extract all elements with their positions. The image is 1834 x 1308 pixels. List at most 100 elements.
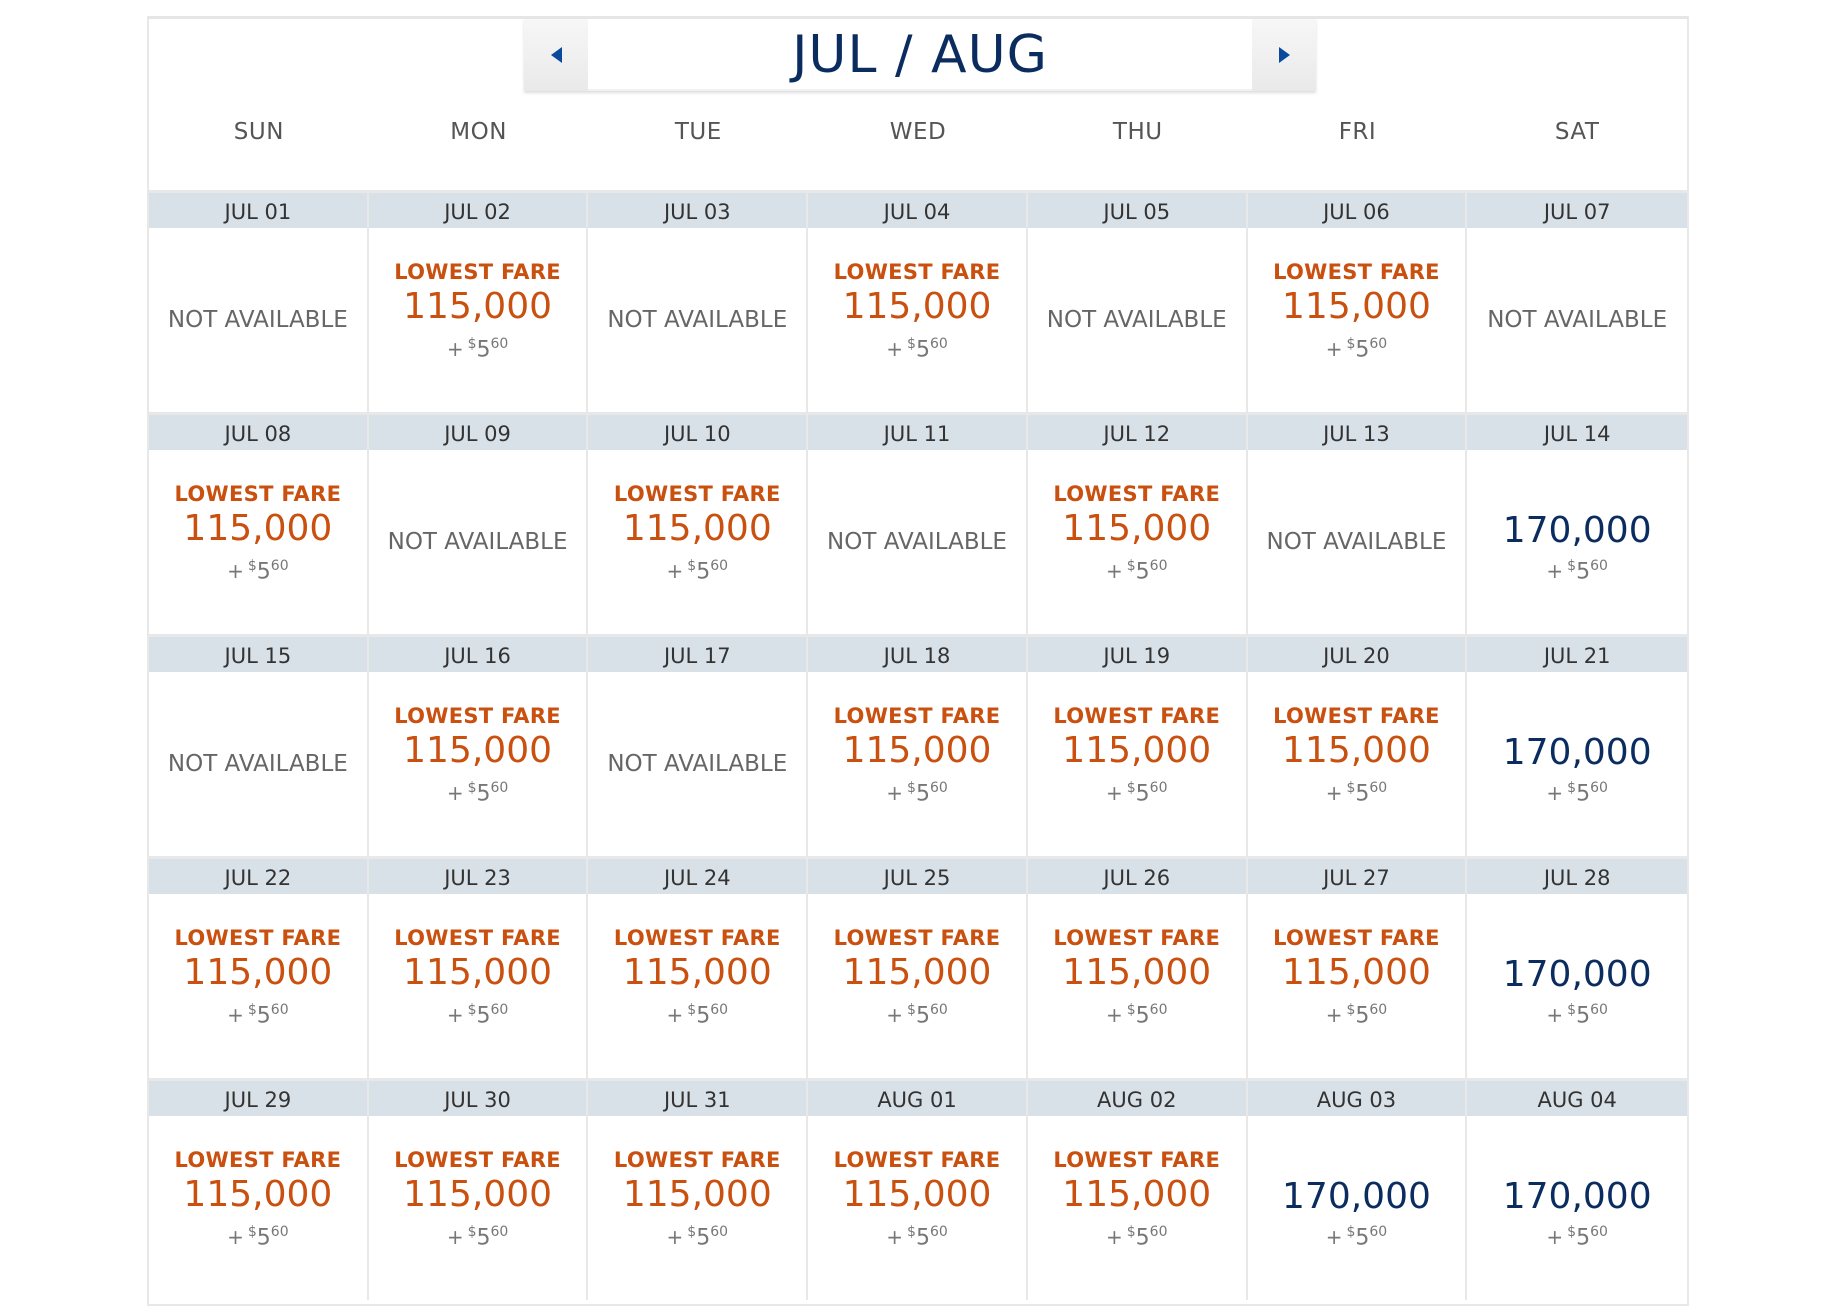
currency-symbol: $ [1567, 780, 1577, 796]
tax-whole: 5 [915, 781, 930, 807]
day-fare: NOT AVAILABLE [808, 450, 1026, 634]
day-cell[interactable]: JUL 03 NOT AVAILABLE [588, 190, 809, 412]
day-cell[interactable]: JUL 09 NOT AVAILABLE [368, 412, 589, 634]
next-month-button[interactable] [1252, 19, 1316, 91]
day-cell[interactable]: JUL 12 LOWEST FARE 115,000 + $560 [1027, 412, 1248, 634]
day-cell[interactable]: JUL 06 LOWEST FARE 115,000 + $560 [1247, 190, 1468, 412]
day-fare: LOWEST FARE 115,000 + $560 [149, 450, 367, 634]
plus-sign: + [666, 1003, 684, 1028]
day-cell[interactable]: JUL 20 LOWEST FARE 115,000 + $560 [1247, 634, 1468, 856]
day-cell[interactable]: JUL 27 LOWEST FARE 115,000 + $560 [1247, 856, 1468, 1078]
plus-sign: + [1546, 1225, 1564, 1250]
tax-whole: 5 [915, 337, 930, 363]
day-fare: 170,000 + $560 [1248, 1116, 1466, 1300]
fare-miles: 115,000 [622, 952, 772, 993]
currency-symbol: $ [687, 1002, 697, 1018]
day-cell[interactable]: JUL 29 LOWEST FARE 115,000 + $560 [149, 1078, 369, 1300]
day-cell[interactable]: JUL 21 170,000 + $560 [1467, 634, 1688, 856]
fare-tax: + $560 [808, 336, 1026, 362]
caret-left-icon [550, 47, 562, 63]
day-cell[interactable]: JUL 14 170,000 + $560 [1467, 412, 1688, 634]
fare-miles: 115,000 [403, 730, 553, 771]
tax-cents: 60 [710, 558, 729, 574]
day-fare: NOT AVAILABLE [1248, 450, 1466, 634]
day-cell[interactable]: JUL 01 NOT AVAILABLE [149, 190, 369, 412]
day-cell[interactable]: JUL 19 LOWEST FARE 115,000 + $560 [1027, 634, 1248, 856]
tax-cents: 60 [929, 336, 948, 352]
plus-sign: + [1105, 559, 1123, 584]
fare-miles: 170,000 [1502, 732, 1652, 773]
day-cell[interactable]: AUG 01 LOWEST FARE 115,000 + $560 [808, 1078, 1028, 1300]
day-fare: LOWEST FARE 115,000 + $560 [149, 894, 367, 1078]
tax-cents: 60 [270, 558, 289, 574]
fare-miles: 115,000 [1062, 1174, 1212, 1215]
fare-miles: 115,000 [183, 508, 333, 549]
plus-sign: + [1105, 1225, 1123, 1250]
tax-whole: 5 [1135, 1225, 1150, 1251]
day-fare: NOT AVAILABLE [1467, 228, 1687, 412]
fare-tax: + $560 [808, 1224, 1026, 1250]
fare-tax: + $560 [588, 1224, 806, 1250]
plus-sign: + [227, 1003, 244, 1028]
fare-tax: + $560 [1028, 558, 1246, 584]
day-cell[interactable]: JUL 22 LOWEST FARE 115,000 + $560 [149, 856, 369, 1078]
currency-symbol: $ [467, 780, 477, 796]
fare-miles: 115,000 [842, 730, 992, 771]
lowest-fare-label: LOWEST FARE [174, 482, 342, 506]
day-cell[interactable]: JUL 26 LOWEST FARE 115,000 + $560 [1027, 856, 1248, 1078]
fare-tax: + $560 [369, 780, 587, 806]
currency-symbol: $ [1567, 558, 1577, 574]
day-cell[interactable]: AUG 02 LOWEST FARE 115,000 + $560 [1027, 1078, 1248, 1300]
tax-whole: 5 [476, 337, 491, 363]
fare-miles: 170,000 [1502, 954, 1652, 995]
tax-whole: 5 [1135, 781, 1150, 807]
fare-tax: + $560 [1248, 1224, 1466, 1250]
tax-whole: 5 [1576, 1225, 1591, 1251]
fare-tax: + $560 [369, 1224, 587, 1250]
day-cell[interactable]: JUL 13 NOT AVAILABLE [1247, 412, 1468, 634]
day-cell[interactable]: AUG 04 170,000 + $560 [1467, 1078, 1688, 1300]
tax-cents: 60 [1149, 1002, 1168, 1018]
day-cell[interactable]: JUL 16 LOWEST FARE 115,000 + $560 [368, 634, 589, 856]
fare-miles: 115,000 [403, 952, 553, 993]
day-cell[interactable]: JUL 10 LOWEST FARE 115,000 + $560 [588, 412, 809, 634]
day-cell[interactable]: JUL 31 LOWEST FARE 115,000 + $560 [588, 1078, 809, 1300]
day-date: JUL 31 [588, 1078, 807, 1116]
tax-whole: 5 [476, 1003, 491, 1029]
day-cell[interactable]: JUL 23 LOWEST FARE 115,000 + $560 [368, 856, 589, 1078]
tax-cents: 60 [929, 1002, 948, 1018]
day-cell[interactable]: JUL 15 NOT AVAILABLE [149, 634, 369, 856]
month-title: JUL / AUG [588, 19, 1252, 89]
day-cell[interactable]: JUL 05 NOT AVAILABLE [1027, 190, 1248, 412]
day-cell[interactable]: JUL 11 NOT AVAILABLE [808, 412, 1028, 634]
fare-miles: 115,000 [842, 1174, 992, 1215]
day-cell[interactable]: JUL 25 LOWEST FARE 115,000 + $560 [808, 856, 1028, 1078]
day-cell[interactable]: JUL 04 LOWEST FARE 115,000 + $560 [808, 190, 1028, 412]
fare-tax: + $560 [369, 336, 587, 362]
currency-symbol: $ [907, 1224, 916, 1240]
tax-cents: 60 [710, 1002, 729, 1018]
currency-symbol: $ [907, 780, 916, 796]
currency-symbol: $ [1126, 1224, 1136, 1240]
day-date: JUL 12 [1027, 412, 1246, 450]
day-cell[interactable]: JUL 18 LOWEST FARE 115,000 + $560 [808, 634, 1028, 856]
day-cell[interactable]: JUL 17 NOT AVAILABLE [588, 634, 809, 856]
day-cell[interactable]: JUL 07 NOT AVAILABLE [1467, 190, 1688, 412]
lowest-fare-label: LOWEST FARE [174, 926, 342, 950]
currency-symbol: $ [467, 336, 477, 352]
previous-month-button[interactable] [524, 19, 588, 91]
plus-sign: + [227, 1225, 244, 1250]
day-cell[interactable]: JUL 28 170,000 + $560 [1467, 856, 1688, 1078]
plus-sign: + [446, 337, 464, 362]
day-cell[interactable]: JUL 30 LOWEST FARE 115,000 + $560 [368, 1078, 589, 1300]
fare-tax: + $560 [1028, 1224, 1246, 1250]
day-cell[interactable]: AUG 03 170,000 + $560 [1247, 1078, 1468, 1300]
plus-sign: + [1325, 337, 1343, 362]
day-date: JUL 18 [808, 634, 1026, 672]
tax-cents: 60 [1149, 780, 1168, 796]
tax-cents: 60 [1590, 780, 1608, 796]
day-cell[interactable]: JUL 24 LOWEST FARE 115,000 + $560 [588, 856, 809, 1078]
plus-sign: + [1105, 781, 1123, 806]
day-cell[interactable]: JUL 02 LOWEST FARE 115,000 + $560 [368, 190, 589, 412]
day-cell[interactable]: JUL 08 LOWEST FARE 115,000 + $560 [149, 412, 369, 634]
